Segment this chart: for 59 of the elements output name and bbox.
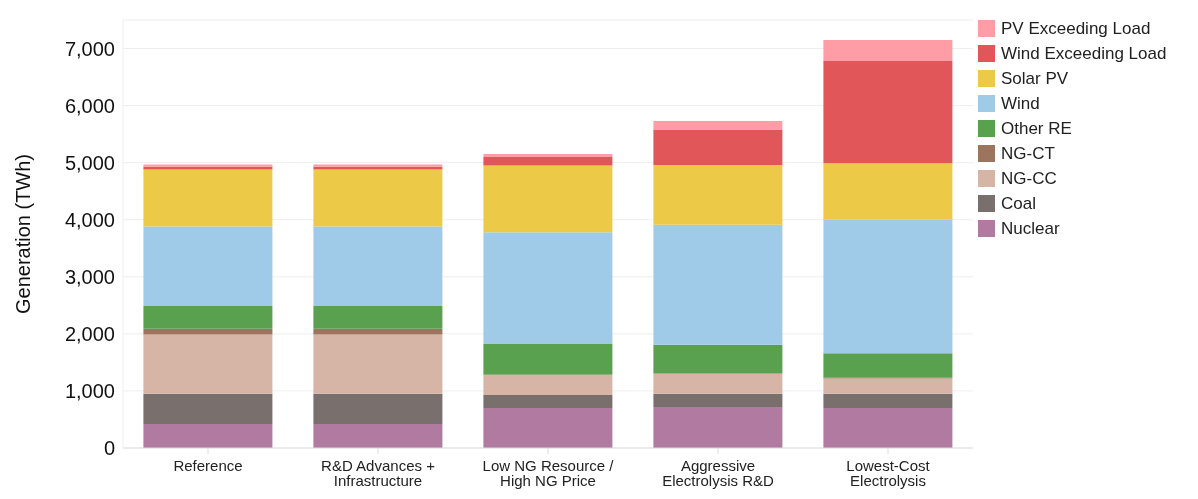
bar [653,406,783,448]
legend-label: Nuclear [1001,218,1060,239]
bar [653,344,783,374]
bar [823,393,953,409]
bar [823,408,953,448]
bar [313,424,443,448]
bar [313,393,443,425]
bar [823,378,953,394]
legend-label: Wind Exceeding Load [1001,43,1167,64]
bar [313,305,443,329]
legend-label: NG-CT [1001,143,1055,164]
bar [143,226,273,306]
bar [653,121,783,130]
bar [653,373,783,394]
bar [653,393,783,407]
y-tick-label: 4,000 [64,208,115,231]
y-tick-label: 1,000 [64,380,115,403]
x-tick-label: Reference [173,456,243,474]
bar [143,424,273,448]
legend-label: Other RE [1001,118,1072,139]
bar [653,164,783,225]
y-tick-label: 7,000 [64,37,115,60]
bar [483,165,613,233]
bar [653,129,783,165]
bar [143,305,273,329]
y-tick-label: 5,000 [64,151,115,174]
bar [483,343,613,375]
y-tick-label: 3,000 [64,265,115,288]
legend-label: Solar PV [1001,68,1069,89]
bar [653,224,783,345]
bar [483,408,613,448]
bar [313,169,443,227]
bar [313,226,443,306]
legend-label: Wind [1001,93,1040,114]
legend-label: NG-CC [1001,168,1057,189]
y-tick-label: 0 [103,437,115,460]
y-axis-title: Generation (TWh) [12,153,35,315]
x-tick-label: Lowest-Cost Electrolysis [846,456,931,489]
bar [483,394,613,409]
bar [483,156,613,166]
bar [823,61,953,164]
legend-label: Coal [1001,193,1036,214]
x-tick-label: R&D Advances + Infrastructure [321,456,436,489]
bar [483,154,613,157]
bar [823,163,953,220]
x-tick-label: Low NG Resource / High NG Price [482,456,615,489]
bar [143,169,273,227]
bar [483,232,613,344]
bar [483,374,613,395]
y-tick-label: 6,000 [64,94,115,117]
bar [313,334,443,394]
bar [143,393,273,425]
x-tick-label: Aggressive Electrolysis R&D [662,456,775,489]
legend-label: PV Exceeding Load [1001,18,1151,39]
bar [823,39,953,62]
bar [143,334,273,394]
y-tick-label: 2,000 [64,322,115,345]
bar [823,219,953,354]
bar [823,353,953,378]
